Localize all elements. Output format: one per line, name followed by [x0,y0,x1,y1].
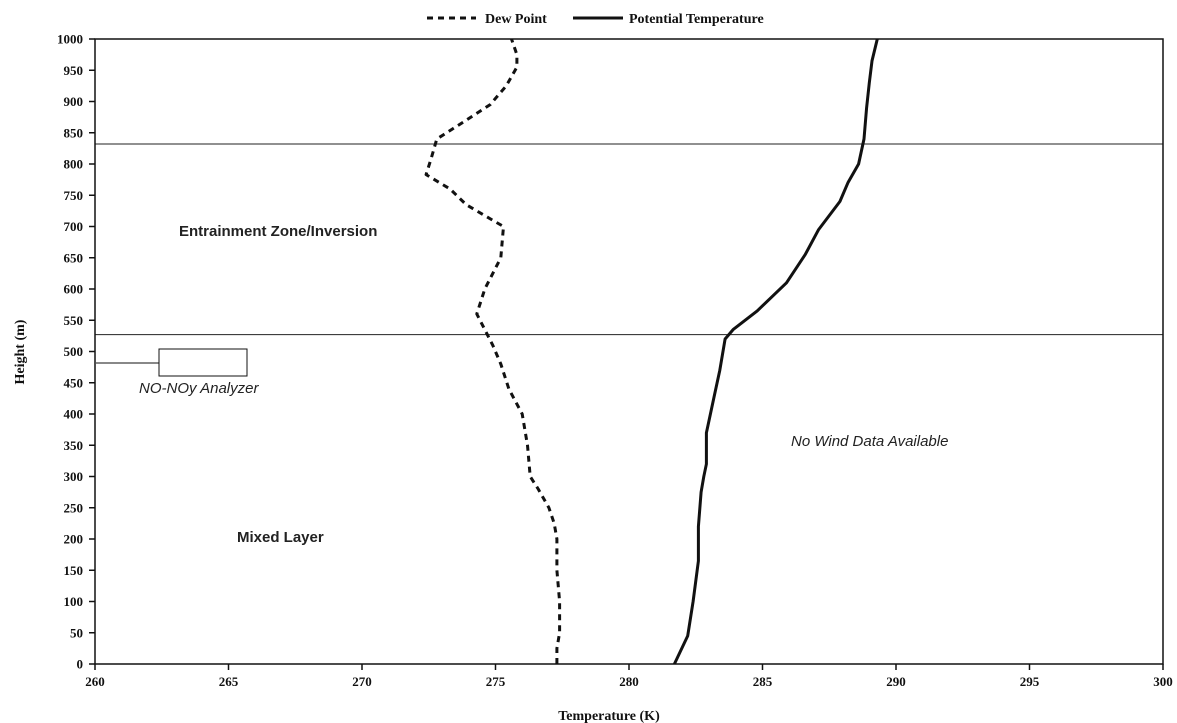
y-tick-label: 600 [64,282,84,297]
legend-potential-temp-label: Potential Temperature [629,12,764,27]
analyzer-label: NO-NOy Analyzer [139,380,259,397]
plot-area-frame [94,38,1164,665]
annotations: Entrainment Zone/Inversion Mixed Layer N… [96,223,948,546]
y-tick-label: 500 [64,344,84,359]
no-wind-data-label: No Wind Data Available [791,433,948,450]
y-tick-label: 450 [64,375,84,390]
entrainment-zone-label: Entrainment Zone/Inversion [179,223,377,240]
x-tick-label: 290 [886,674,906,689]
y-tick-label: 700 [64,219,84,234]
x-tick-label: 285 [753,674,773,689]
x-tick-label: 265 [219,674,239,689]
y-tick-label: 150 [64,563,84,578]
y-tick-label: 1000 [57,32,83,47]
x-tick-label: 275 [486,674,506,689]
x-axis-title: Temperature (K) [558,709,660,723]
y-tick-label: 550 [64,313,84,328]
mixed-layer-label: Mixed Layer [237,529,324,546]
legend-dew-point-label: Dew Point [485,12,547,27]
axes: 260 265 270 275 280 285 290 295 300 0 50 100 150 200 2… [57,32,1173,690]
legend: Dew Point Potential Temperature [427,12,764,27]
y-tick-label: 300 [64,469,84,484]
y-tick-label: 350 [64,438,84,453]
x-tick-label: 260 [85,674,105,689]
y-tick-label: 50 [70,625,83,640]
y-tick-label: 400 [64,407,84,422]
y-tick-label: 650 [64,250,84,265]
x-tick-label: 300 [1153,674,1173,689]
series-group [424,38,879,665]
series-line-dew-point [424,38,562,664]
x-tick-label: 280 [619,674,639,689]
analyzer-box [158,348,248,377]
y-tick-label: 850 [64,125,84,140]
x-tick-label: 295 [1020,674,1040,689]
series-line-potential-temperature [673,38,879,665]
y-tick-label: 800 [64,157,84,172]
y-tick-label: 250 [64,500,84,515]
reference-lines [95,143,1163,336]
y-tick-label: 200 [64,532,84,547]
y-tick-label: 100 [64,594,84,609]
x-tick-label: 270 [352,674,372,689]
y-tick-label: 0 [77,657,84,672]
y-tick-label: 750 [64,188,84,203]
y-tick-label: 950 [64,63,84,78]
y-axis-title: Height (m) [13,319,28,384]
y-tick-label: 900 [64,94,84,109]
